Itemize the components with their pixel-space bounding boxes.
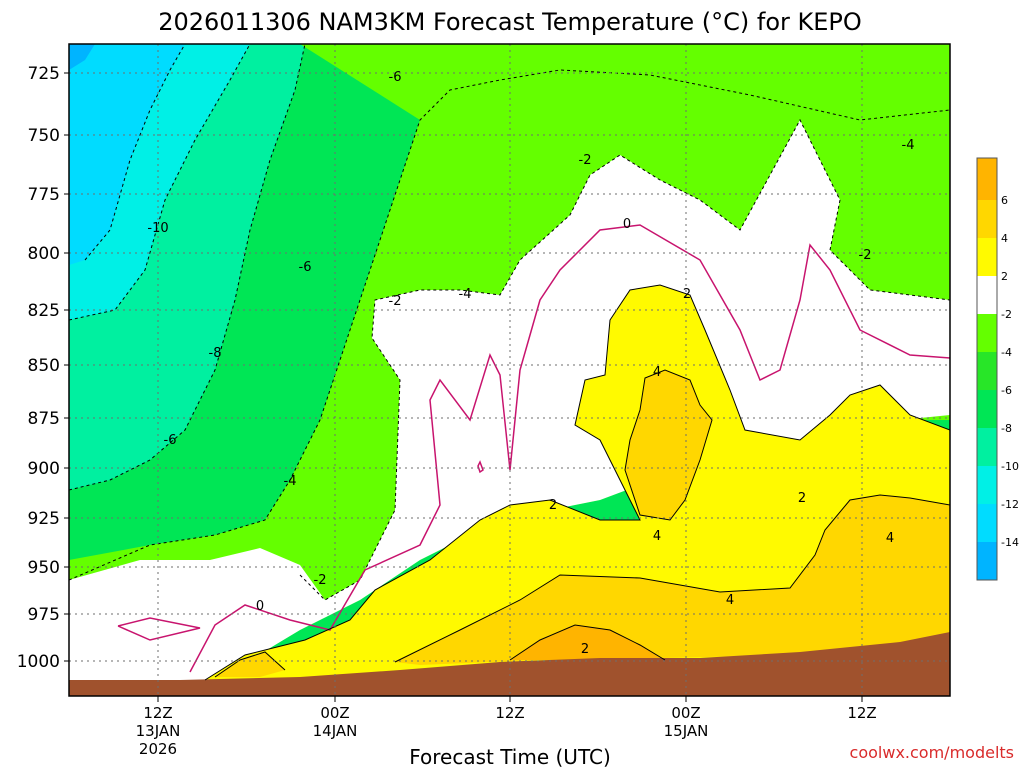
y-tick-label: 725 xyxy=(28,64,60,84)
freezing-line-0-main xyxy=(189,224,950,673)
contour-label: -2 xyxy=(389,294,402,309)
x-axis: 12Z 13JAN 2026 00Z 14JAN 12Z 00Z 15JAN 1… xyxy=(136,696,877,758)
contour-label: 2 xyxy=(683,287,691,302)
positive-contours xyxy=(204,284,950,681)
colorbar-swatch xyxy=(977,158,997,200)
band-plus4-plus6-low xyxy=(395,495,950,665)
contour-label: 4 xyxy=(653,529,661,544)
contour-plus4-cell xyxy=(624,369,713,521)
colorbar-label: 2 xyxy=(1001,270,1008,283)
y-tick-label: 900 xyxy=(28,459,60,479)
contour-minus10 xyxy=(84,44,186,261)
colorbar-swatch xyxy=(977,466,997,504)
chart-title: 2026011306 NAM3KM Forecast Temperature (… xyxy=(158,8,862,36)
band-minus14-minus12 xyxy=(69,44,95,70)
colorbar-label: -12 xyxy=(1001,498,1019,511)
contour-label: 2 xyxy=(581,642,589,657)
x-tick-label: 00Z xyxy=(671,704,700,722)
y-tick-label: 1000 xyxy=(17,652,60,672)
colorbar-swatch xyxy=(977,238,997,276)
colorbar-label: -8 xyxy=(1001,422,1012,435)
contour-label: 4 xyxy=(653,365,661,380)
contour-label: -6 xyxy=(389,70,402,85)
band-plus4-plus6 xyxy=(625,370,712,520)
freezing-lines xyxy=(117,224,950,673)
plot-area: -10 -8 -6 -6 -6 -4 -4 -4 -2 -2 -2 -2 0 0… xyxy=(69,44,950,696)
colorbar-label: -6 xyxy=(1001,384,1012,397)
colorbar-swatch xyxy=(977,200,997,238)
colorbar-label: -2 xyxy=(1001,308,1012,321)
colorbar-frame xyxy=(976,157,998,581)
y-tick-label: 975 xyxy=(28,605,60,625)
contour-plus4-low xyxy=(394,494,950,663)
colorbar-label: -10 xyxy=(1001,460,1019,473)
colorbar: 6 4 2 -2 -4 -6 -8 -10 -12 -14 xyxy=(976,157,1019,581)
x-tick-label: 15JAN xyxy=(664,722,709,740)
contour-minus6 xyxy=(69,44,306,491)
contour-label: -6 xyxy=(299,260,312,275)
x-tick-label: 12Z xyxy=(143,704,172,722)
contour-minus4 xyxy=(69,69,950,581)
x-tick-label: 12Z xyxy=(495,704,524,722)
y-tick-label: 775 xyxy=(28,185,60,205)
x-axis-label: Forecast Time (UTC) xyxy=(409,745,611,768)
y-tick-label: 800 xyxy=(28,244,60,264)
y-tick-label: 750 xyxy=(28,126,60,146)
y-tick-label: 950 xyxy=(28,558,60,578)
colorbar-label: -14 xyxy=(1001,536,1019,549)
y-tick-label: 850 xyxy=(28,356,60,376)
contour-label: -4 xyxy=(902,138,915,153)
contour-label: -10 xyxy=(147,221,168,236)
contour-lines xyxy=(69,44,950,601)
contour-label: -6 xyxy=(164,433,177,448)
contour-plus6 xyxy=(509,624,666,661)
colorbar-swatch xyxy=(977,276,997,314)
y-tick-label: 925 xyxy=(28,509,60,529)
contour-label: 0 xyxy=(623,217,631,232)
contour-label: 4 xyxy=(886,531,894,546)
x-tick-label: 14JAN xyxy=(313,722,358,740)
contour-label: 2 xyxy=(798,491,806,506)
contour-label: -4 xyxy=(459,287,472,302)
credit-link[interactable]: coolwx.com/modelts xyxy=(850,743,1014,762)
band-plus4-plus6-west xyxy=(215,652,285,677)
x-tick-label: 2026 xyxy=(139,740,177,758)
band-minus12-minus10 xyxy=(69,44,185,265)
contour-minus8 xyxy=(69,44,251,321)
contour-label: -8 xyxy=(209,346,222,361)
y-axis: 725 750 775 800 825 850 875 900 925 950 … xyxy=(17,64,69,672)
x-tick-label: 12Z xyxy=(847,704,876,722)
contour-label: 4 xyxy=(726,593,734,608)
contour-labels: -10 -8 -6 -6 -6 -4 -4 -4 -2 -2 -2 -2 0 0… xyxy=(147,70,914,657)
colorbar-swatch xyxy=(977,314,997,352)
contour-label: -2 xyxy=(314,573,327,588)
freezing-line-0-west xyxy=(117,617,201,641)
colorbar-swatch xyxy=(977,542,997,580)
contour-plus2 xyxy=(204,284,950,681)
colorbar-swatch xyxy=(977,352,997,390)
colorbar-label: 4 xyxy=(1001,232,1008,245)
freezing-line-0-isolated xyxy=(477,460,484,474)
contour-minus2 xyxy=(299,118,950,601)
colorbar-swatch xyxy=(977,390,997,428)
colorbar-label: 6 xyxy=(1001,194,1008,207)
contour-label: 2 xyxy=(549,498,557,513)
contour-label: -2 xyxy=(579,153,592,168)
x-tick-label: 00Z xyxy=(320,704,349,722)
x-tick-label: 13JAN xyxy=(136,722,181,740)
y-tick-label: 875 xyxy=(28,409,60,429)
colorbar-label: -4 xyxy=(1001,346,1012,359)
contour-label: -4 xyxy=(284,474,297,489)
colorbar-swatch xyxy=(977,504,997,542)
gridlines xyxy=(69,44,950,696)
y-tick-label: 825 xyxy=(28,301,60,321)
band-plus6-plus8 xyxy=(510,625,665,660)
contour-label: -2 xyxy=(859,248,872,263)
colorbar-swatch xyxy=(977,428,997,466)
contour-label: 0 xyxy=(256,599,264,614)
